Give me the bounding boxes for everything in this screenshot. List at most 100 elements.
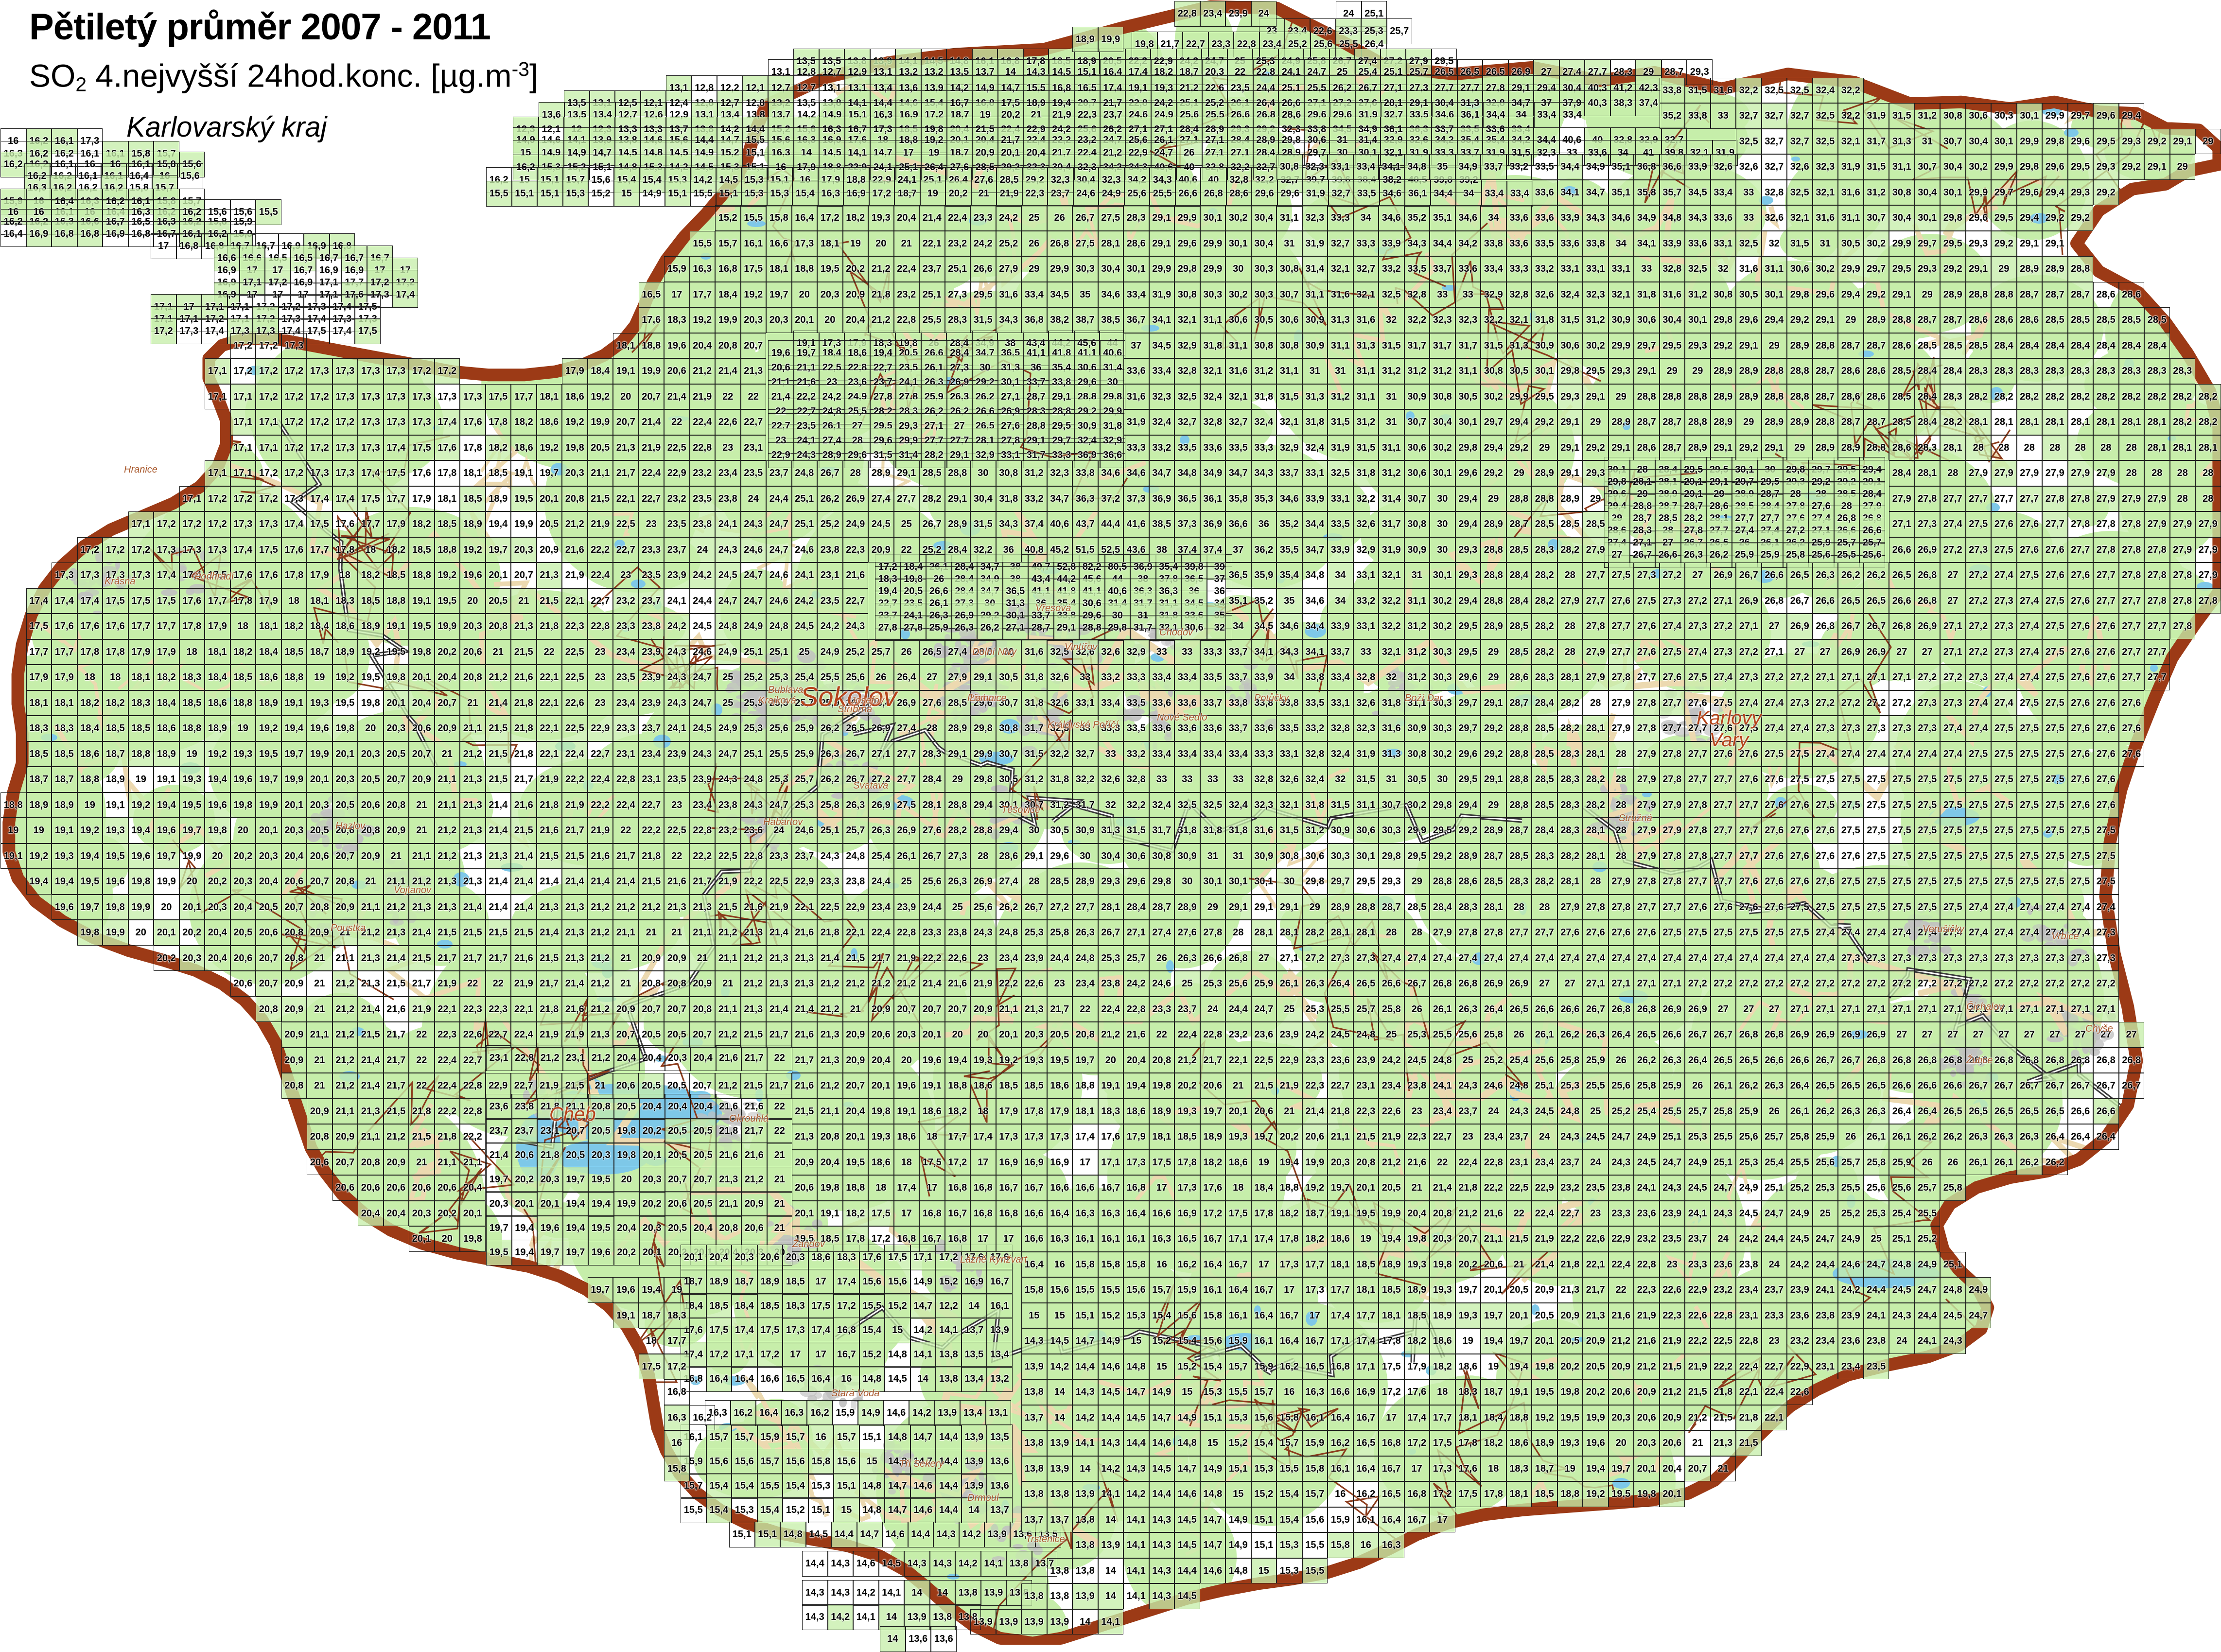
grid-cell: 34,6 — [1379, 181, 1405, 207]
grid-cell: 31 — [1277, 230, 1302, 256]
grid-cell-value: 34,9 — [1586, 162, 1605, 172]
grid-cell-value: 29,8 — [2046, 137, 2064, 146]
grid-cell-value: 31 — [1820, 239, 1831, 248]
grid-cell: 13,4 — [961, 1366, 987, 1392]
grid-cell: 21 — [893, 230, 919, 256]
grid-cell: 15,7 — [834, 1424, 859, 1450]
grid-cell: 14,4 — [936, 1424, 962, 1450]
grid-cell-value: 31,8 — [1637, 290, 1656, 299]
grid-cell-value: 21,6 — [719, 1053, 738, 1063]
grid-cell: 33,5 — [1404, 256, 1430, 282]
grid-cell-value: 29,9 — [1050, 264, 1069, 274]
grid-cell-value: 26 — [1054, 213, 1065, 223]
grid-cell-value: 15,6 — [735, 1457, 754, 1466]
grid-cell: 32,1 — [1838, 128, 1864, 154]
grid-cell-value: 15,2 — [786, 1505, 805, 1515]
grid-cell: 30,5 — [1838, 230, 1864, 256]
grid-cell: 34,1 — [1634, 230, 1660, 256]
grid-cell-value: 33,8 — [1662, 86, 1681, 95]
grid-cell-value: 32,7 — [1331, 189, 1350, 198]
grid-cell: 31,7 — [1130, 615, 1156, 641]
grid-cell-value: 26,2 — [1710, 550, 1729, 560]
grid-cell-value: 16,2 — [734, 1408, 752, 1418]
grid-cell-value: 33,9 — [1688, 162, 1707, 172]
grid-cell-value: 33,9 — [1560, 213, 1579, 223]
grid-cell-value: 15,8 — [811, 1457, 830, 1466]
grid-cell-value: 29,8 — [1178, 264, 1197, 274]
grid-cell-value: 32,7 — [1765, 111, 1784, 121]
grid-cell-value: 30,2 — [1867, 239, 1886, 248]
grid-cell-value: 14,8 — [784, 1529, 803, 1539]
grid-cell: 31,6 — [1659, 281, 1685, 307]
grid-cell-value: 15,1 — [862, 1432, 881, 1442]
grid-cell-value: 30,2 — [1229, 290, 1248, 299]
grid-cell: 34,6 — [1098, 281, 1123, 307]
grid-cell-value: 31,7 — [1134, 623, 1153, 633]
grid-cell-value: 31,6 — [1331, 290, 1350, 299]
grid-cell: 30,6 — [1181, 615, 1207, 641]
grid-cell: 29,8 — [2042, 128, 2068, 154]
grid-cell-value: 20,4 — [617, 1223, 636, 1233]
grid-cell-value: 13,6 — [990, 1481, 1009, 1491]
grid-cell-value: 33,6 — [1509, 213, 1528, 223]
grid-cell: 31,1 — [1302, 281, 1328, 307]
grid-cell: 32,8 — [1404, 281, 1430, 307]
grid-cell-value: 33,5 — [1535, 162, 1554, 172]
grid-cell-value: 18,7 — [735, 1277, 754, 1286]
grid-cell: 28,8 — [1965, 281, 1991, 307]
grid-cell-value: 28,9 — [1943, 290, 1962, 299]
grid-cell: 29,6 — [1965, 205, 1991, 231]
grid-cell: 33,2 — [1379, 256, 1404, 282]
grid-cell: 30,4 — [1965, 128, 1991, 154]
grid-cell: 21,8 — [868, 281, 894, 307]
grid-cell: 28,8 — [1991, 281, 2017, 307]
grid-cell-value: 32,1 — [1331, 264, 1350, 274]
grid-cell: 33,2 — [1532, 256, 1557, 282]
grid-cell-value: 36,1 — [1408, 189, 1427, 198]
grid-cell-value: 34,9 — [1637, 213, 1656, 223]
grid-cell-value: 27,8 — [878, 623, 897, 633]
grid-cell-value: 13,4 — [990, 1350, 1009, 1359]
grid-cell-value: 29,3 — [2097, 162, 2116, 172]
grid-cell: 18,9 — [757, 1269, 783, 1295]
grid-cell: 29,3 — [1914, 256, 1940, 282]
grid-cell-value: 37,4 — [1639, 98, 1658, 108]
grid-cell-value: 16,1 — [990, 1301, 1009, 1311]
grid-cell: 29 — [1991, 256, 2017, 282]
grid-cell-value: 21 — [774, 1223, 785, 1233]
page-subtitle: SO2 4.nejvyšší 24hod.konc. [µg.m-3] — [29, 59, 856, 94]
grid-cell: 33,1 — [1608, 256, 1634, 282]
grid-cell: 34,4 — [1557, 154, 1583, 180]
grid-cell-value: 21 — [774, 1150, 785, 1160]
grid-cell-value: 33,4 — [1510, 189, 1529, 198]
grid-cell: 13,6 — [905, 1626, 931, 1652]
grid-cell: 14,8 — [780, 1522, 806, 1547]
grid-cell: 14,6 — [882, 1522, 908, 1547]
grid-cell-value: 14,2 — [962, 1529, 981, 1539]
grid-cell: 30,2 — [1965, 154, 1991, 180]
grid-cell: 18,1 — [766, 256, 792, 282]
grid-cell-value: 34,6 — [1458, 213, 1477, 223]
grid-cell-value: 33 — [1743, 188, 1754, 197]
grid-cell-value: 20,3 — [821, 290, 839, 299]
grid-cell-value: 33 — [1743, 213, 1754, 223]
grid-cell: 29 — [1914, 281, 1940, 307]
grid-cell-value: 33,4 — [1356, 162, 1375, 172]
grid-cell-value: 30,4 — [1918, 188, 1937, 197]
grid-cell: 19,9 — [1098, 26, 1123, 52]
grid-cell: 15,6 — [177, 163, 203, 189]
grid-cell: 17,5 — [808, 1293, 834, 1319]
grid-cell-value: 15 — [841, 1505, 852, 1515]
grid-cell-value: 25,5 — [1153, 189, 1172, 198]
grid-cell-value: 15,4 — [862, 1325, 881, 1335]
grid-cell-value: 26,6 — [1659, 550, 1678, 560]
grid-cell-value: 12,2 — [939, 1301, 958, 1311]
grid-cell-value: 14,2 — [913, 1325, 932, 1335]
grid-cell: 16,9 — [26, 221, 52, 247]
grid-cell-value: 35 — [1437, 162, 1448, 172]
grid-cell: 16,2 — [807, 1400, 833, 1426]
grid-cell: 33 — [1736, 179, 1762, 205]
grid-cell-value: 20 — [875, 239, 886, 248]
grid-cell-value: 26,6 — [1178, 189, 1197, 198]
